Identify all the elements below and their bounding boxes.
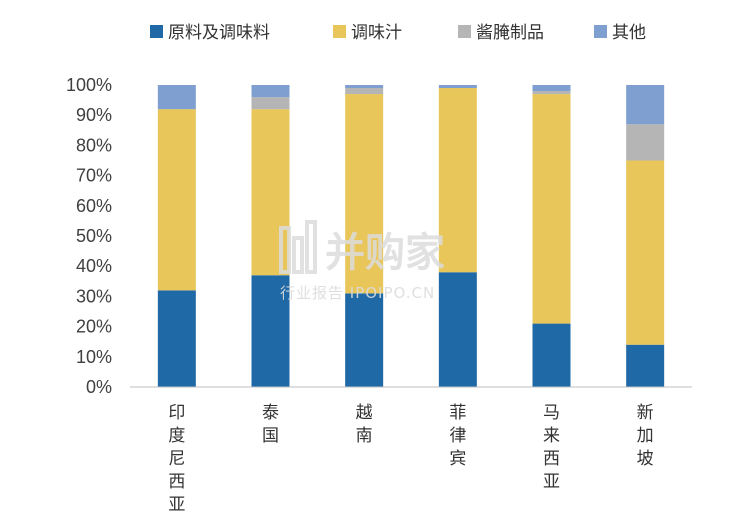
x-axis-labels: 印度尼西亚 泰国 越南 菲律宾 马来西亚 新加坡 <box>168 403 653 515</box>
bar-segment-4-0 <box>532 323 571 387</box>
y-tick-label: 60% <box>76 196 112 216</box>
y-tick-label: 70% <box>76 166 112 186</box>
y-tick-label: 40% <box>76 256 112 276</box>
bar-segment-5-3 <box>626 85 665 125</box>
x-category-label-1: 泰国 <box>262 403 279 446</box>
bar-segment-3-1 <box>438 88 477 273</box>
y-tick-label: 30% <box>76 286 112 306</box>
legend-swatch-3 <box>594 25 607 38</box>
legend: 原料及调味料 调味汁 酱腌制品 其他 <box>150 23 646 43</box>
legend-label-3: 其他 <box>612 23 646 43</box>
x-category-label-5: 新加坡 <box>637 403 654 469</box>
watermark-name: 并购家 <box>325 230 445 276</box>
x-category-label-0: 印度尼西亚 <box>168 403 185 515</box>
legend-label-0: 原料及调味料 <box>168 23 270 43</box>
bar-segment-0-1 <box>157 109 196 291</box>
legend-swatch-1 <box>333 25 346 38</box>
y-tick-label: 90% <box>76 105 112 125</box>
watermark-logo-icon <box>279 220 317 274</box>
watermark: 并购家 行业报告 IPOIPO.CN <box>279 220 445 302</box>
bar-segment-4-1 <box>532 94 571 324</box>
bar-segment-2-3 <box>345 85 384 89</box>
bar-segment-3-0 <box>438 272 477 387</box>
bar-segment-1-2 <box>251 97 290 110</box>
x-category-label-4: 马来西亚 <box>543 403 560 492</box>
bar-segment-5-0 <box>626 344 665 387</box>
bar-segment-5-1 <box>626 160 665 345</box>
y-tick-label: 80% <box>76 135 112 155</box>
legend-label-1: 调味汁 <box>351 23 402 43</box>
bar-segment-1-1 <box>251 109 290 276</box>
bar-segment-2-2 <box>345 88 384 95</box>
y-tick-label: 0% <box>86 377 112 397</box>
y-tick-label: 50% <box>76 226 112 246</box>
bar-segment-1-3 <box>251 85 290 98</box>
watermark-tagline: 行业报告 IPOIPO.CN <box>280 284 435 302</box>
legend-swatch-0 <box>150 25 163 38</box>
legend-label-2: 酱腌制品 <box>476 23 544 43</box>
bar-segment-0-0 <box>157 290 196 387</box>
y-tick-label: 100% <box>66 75 112 95</box>
legend-swatch-2 <box>458 25 471 38</box>
bar-segment-4-2 <box>532 91 571 95</box>
bar-segment-3-3 <box>438 85 477 89</box>
bar-segment-2-1 <box>345 94 384 294</box>
y-tick-label: 20% <box>76 317 112 337</box>
bar-segment-4-3 <box>532 85 571 92</box>
x-category-label-3: 菲律宾 <box>449 403 466 469</box>
bar-segment-2-0 <box>345 293 384 387</box>
y-axis: 0% 10% 20% 30% 40% 50% 60% 70% 80% 90% 100% <box>66 75 112 397</box>
y-tick-label: 10% <box>76 347 112 367</box>
x-category-label-2: 越南 <box>356 403 373 446</box>
bars <box>157 85 665 387</box>
bar-segment-0-3 <box>157 85 196 110</box>
bar-segment-5-2 <box>626 124 665 161</box>
bar-segment-1-0 <box>251 275 290 387</box>
